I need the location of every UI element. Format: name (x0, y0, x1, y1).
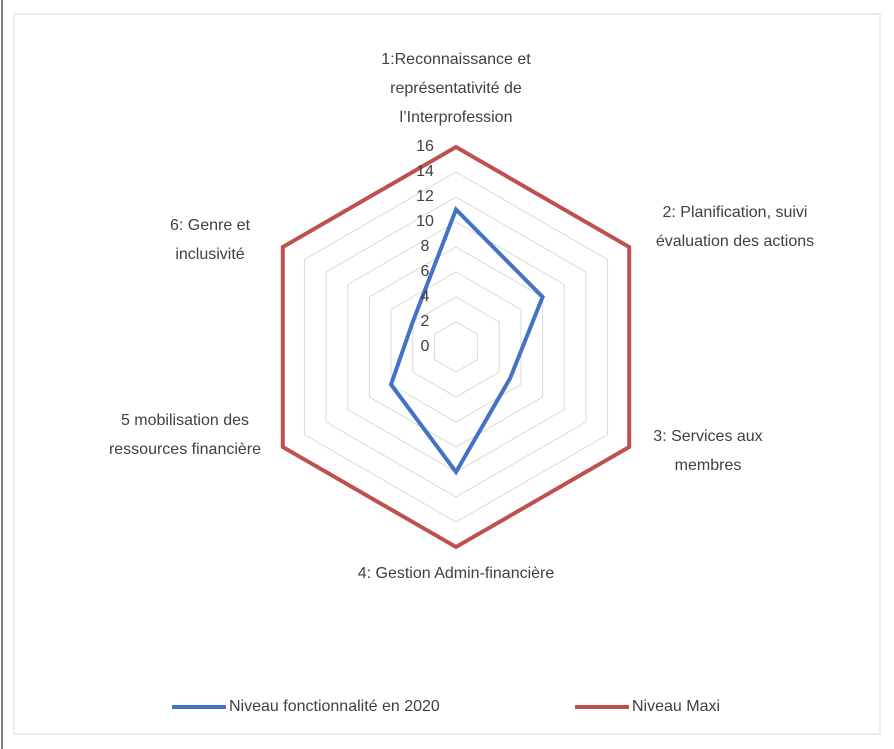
r-tick-label: 12 (416, 188, 434, 205)
grid-ring (303, 171, 609, 523)
category-label: 2: Planification, suivi évaluation des a… (655, 204, 815, 250)
category-text: 2: Planification, suivi évaluation des a… (655, 204, 815, 250)
r-tick-label: 0 (421, 338, 430, 355)
series-line (280, 144, 632, 550)
r-tick-label: 10 (416, 213, 434, 230)
r-tick-label: 8 (421, 238, 430, 255)
category-label: 3: Services aux membres (653, 428, 763, 474)
r-tick-label: 14 (416, 163, 434, 180)
r-tick-label: 2 (421, 313, 430, 330)
grid-ring (433, 321, 479, 373)
grid-ring (325, 196, 587, 498)
category-text: 4: Gestion Admin-financière (357, 565, 555, 582)
r-tick-label: 16 (416, 138, 434, 155)
legend-label: Niveau fonctionnalité en 2020 (229, 698, 440, 715)
category-text: 3: Services aux membres (653, 428, 763, 474)
category-label: 5 mobilisation des ressources financière (108, 412, 262, 458)
r-tick-label: 6 (421, 263, 430, 280)
category-label: 4: Gestion Admin-financière (357, 565, 555, 582)
legend-label: Niveau Maxi (632, 698, 720, 715)
grid-ring (390, 271, 522, 423)
series-line (388, 205, 545, 476)
category-label: 1:Reconnaissance et représentativité de … (381, 51, 531, 126)
r-tick-label: 4 (421, 288, 430, 305)
chart-frame (13, 13, 881, 735)
category-text: 6: Genre et inclusivité (169, 217, 251, 263)
category-text: 1:Reconnaissance et représentativité de … (381, 51, 531, 126)
category-text: 5 mobilisation des ressources financière (108, 412, 262, 458)
category-label: 6: Genre et inclusivité (169, 217, 251, 263)
